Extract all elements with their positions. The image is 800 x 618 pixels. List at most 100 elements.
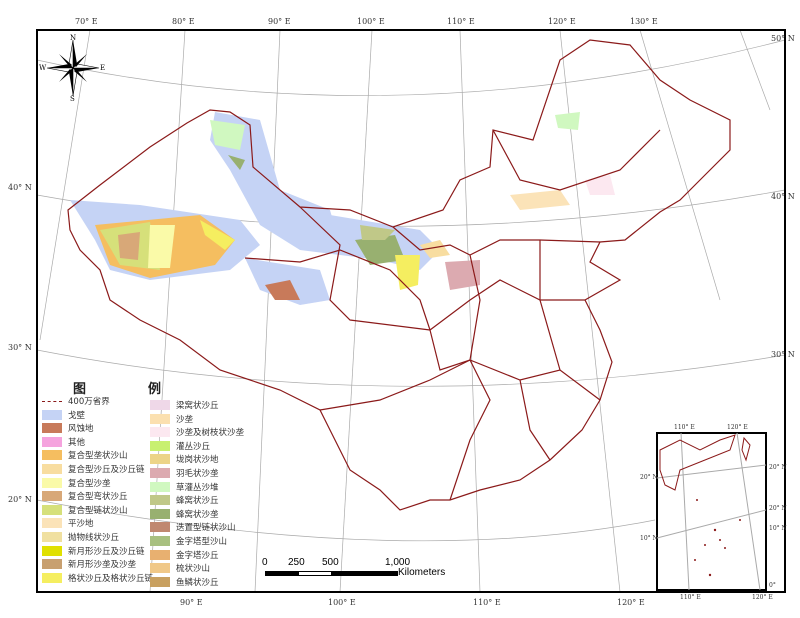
legend-swatch xyxy=(150,440,170,451)
legend-label: 沙垄 xyxy=(176,414,194,425)
legend-item: 风蚀地 xyxy=(42,422,94,434)
legend-swatch xyxy=(150,522,170,533)
inset-lat-label: 0° xyxy=(769,582,776,589)
legend-label: 蜂窝状沙丘 xyxy=(176,496,219,507)
legend-swatch xyxy=(150,495,170,506)
map-frame xyxy=(36,29,786,593)
legend-item: 垅岗状沙地 xyxy=(150,453,219,465)
lat-label: 30° N xyxy=(8,343,32,352)
lon-label: 110° E xyxy=(447,17,475,26)
legend-label: 蜂窝状沙垄 xyxy=(176,509,219,520)
scale-tick: 500 xyxy=(322,557,339,568)
legend-swatch xyxy=(150,576,170,587)
legend-item: 蜂窝状沙丘 xyxy=(150,494,219,506)
legend-label: 400万省界 xyxy=(68,397,110,407)
compass-south: S xyxy=(70,95,75,103)
lon-label: 100° E xyxy=(328,598,356,607)
legend-swatch xyxy=(150,563,170,574)
legend-swatch xyxy=(150,481,170,492)
legend-swatch xyxy=(42,572,62,583)
inset-lon-label: 110° E xyxy=(674,424,695,431)
lat-label: 40° N xyxy=(8,183,32,192)
legend-item: 灌丛沙丘 xyxy=(150,440,210,452)
legend-swatch xyxy=(42,491,62,502)
legend-label: 新月形沙垄及沙垄 xyxy=(68,560,137,571)
legend-label: 迭置型链状沙山 xyxy=(176,523,236,534)
legend-item: 金字塔型沙山 xyxy=(150,535,227,547)
legend-swatch xyxy=(42,477,62,488)
legend-label: 格状沙丘及格状沙丘链 xyxy=(68,573,154,584)
legend-label: 复合型沙垄 xyxy=(68,478,111,489)
legend-label: 风蚀地 xyxy=(68,424,94,435)
legend-swatch xyxy=(150,468,170,478)
legend-swatch xyxy=(42,436,62,447)
lon-label: 120° E xyxy=(617,598,645,607)
lon-label: 100° E xyxy=(357,17,385,26)
scale-tick: 1,000 xyxy=(385,557,411,568)
legend-label: 复合型弯状沙丘 xyxy=(68,492,128,503)
legend-label: 复合型沙丘及沙丘链 xyxy=(68,465,145,475)
legend-swatch xyxy=(42,423,62,434)
legend-item: 复合型弯状沙丘 xyxy=(42,490,128,502)
scale-bar-segment xyxy=(265,571,398,576)
inset-lon-label: 120° E xyxy=(752,594,773,601)
inset-lat-label: 20° N xyxy=(769,464,787,471)
legend-swatch xyxy=(42,464,62,474)
legend-item: 鱼鳞状沙丘 xyxy=(150,576,219,588)
inset-lat-label: 10° N xyxy=(640,535,658,542)
scale-tick: 0 xyxy=(262,557,268,568)
legend-swatch xyxy=(150,454,170,465)
south-china-sea-inset xyxy=(656,432,767,591)
lon-label: 120° E xyxy=(548,17,576,26)
legend-item: 金字塔沙丘 xyxy=(150,549,219,561)
legend-swatch xyxy=(42,400,62,402)
legend-item: 复合型沙垄 xyxy=(42,477,111,489)
legend-label: 其他 xyxy=(68,437,86,448)
legend-label: 新月形沙丘及沙丘链 xyxy=(68,546,145,557)
legend-item: 草灌丛沙堆 xyxy=(150,481,219,493)
desert-areas xyxy=(70,112,615,305)
scale-unit: Kilometers xyxy=(398,567,446,578)
lon-label: 90° E xyxy=(268,17,291,26)
compass-rose-icon xyxy=(46,39,100,97)
legend-item: 抛物线状沙丘 xyxy=(42,531,119,543)
legend-title-right: 例 xyxy=(148,382,162,397)
legend-swatch xyxy=(42,518,62,529)
legend-label: 金字塔型沙山 xyxy=(176,537,228,547)
lon-label: 80° E xyxy=(172,17,195,26)
legend-swatch xyxy=(150,549,170,560)
legend-item: 沙垄 xyxy=(150,413,193,425)
legend-item: 梁窝状沙丘 xyxy=(150,399,219,411)
lat-label: 50° N xyxy=(771,34,795,43)
legend-label: 梁窝状沙丘 xyxy=(176,401,219,411)
legend-item: 羽毛状沙垄 xyxy=(150,467,219,479)
inset-lon-label: 110° E xyxy=(680,594,701,601)
legend-swatch xyxy=(42,409,62,420)
legend-swatch xyxy=(150,413,170,424)
legend-label: 戈壁 xyxy=(68,410,86,421)
lon-label: 130° E xyxy=(630,17,658,26)
legend-item: 复合型链状沙山 xyxy=(42,504,128,516)
legend-swatch xyxy=(150,400,170,410)
legend-swatch xyxy=(42,532,62,542)
legend-label: 垅岗状沙地 xyxy=(176,455,219,466)
inset-lat-label: 20° N xyxy=(640,474,658,481)
lon-label: 70° E xyxy=(75,17,98,26)
scale-tick: 250 xyxy=(288,557,305,568)
compass-east: E xyxy=(100,64,106,72)
scale-bar-segment xyxy=(299,572,331,575)
legend-label: 沙垄及树枝状沙垄 xyxy=(176,428,245,439)
legend-swatch xyxy=(42,450,62,461)
legend-item: 复合型沙丘及沙丘链 xyxy=(42,463,145,475)
legend-label: 金字塔沙丘 xyxy=(176,550,219,561)
legend-label: 抛物线状沙丘 xyxy=(68,533,120,543)
legend-item: 迭置型链状沙山 xyxy=(150,521,236,533)
lat-label: 30° N xyxy=(771,350,795,359)
legend-item: 戈壁 xyxy=(42,409,85,421)
legend-swatch xyxy=(42,545,62,556)
inset-lat-label: 10° N xyxy=(769,525,787,532)
legend-label: 平沙地 xyxy=(68,519,94,530)
legend-item: 新月形沙丘及沙丘链 xyxy=(42,545,145,557)
legend-label: 梳状沙山 xyxy=(176,564,211,575)
legend-swatch xyxy=(150,427,170,438)
